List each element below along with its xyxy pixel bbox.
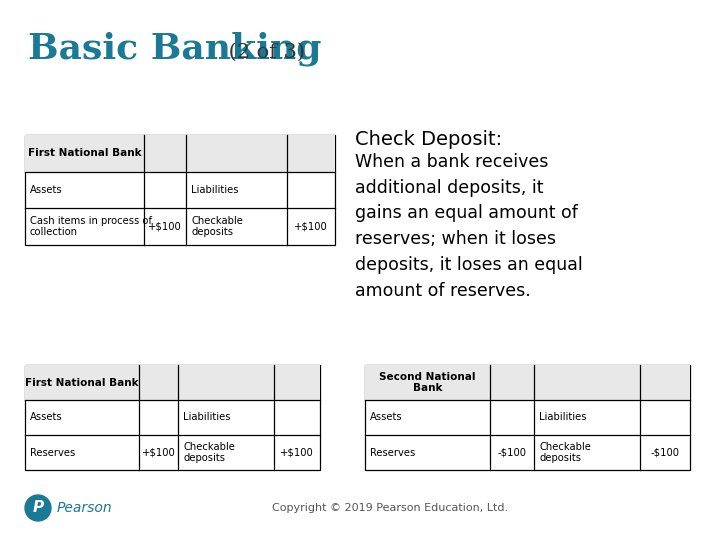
Bar xyxy=(25,365,320,470)
Text: +$100: +$100 xyxy=(148,221,182,232)
Text: Copyright © 2019 Pearson Education, Ltd.: Copyright © 2019 Pearson Education, Ltd. xyxy=(272,503,508,513)
Text: Reserves: Reserves xyxy=(30,448,76,457)
Text: Cash items in process of
collection: Cash items in process of collection xyxy=(30,216,152,238)
Text: Checkable
deposits: Checkable deposits xyxy=(539,442,591,463)
Bar xyxy=(365,365,690,470)
Text: When a bank receives
additional deposits, it
gains an equal amount of
reserves; : When a bank receives additional deposits… xyxy=(355,153,582,300)
Text: Checkable
deposits: Checkable deposits xyxy=(184,442,235,463)
Bar xyxy=(25,135,335,245)
Text: First National Bank: First National Bank xyxy=(25,377,138,388)
Text: Reserves: Reserves xyxy=(370,448,415,457)
Text: Assets: Assets xyxy=(30,185,63,195)
Text: Liabilities: Liabilities xyxy=(192,185,239,195)
Text: +$100: +$100 xyxy=(280,448,314,457)
Text: +$100: +$100 xyxy=(294,221,328,232)
Text: Pearson: Pearson xyxy=(57,501,112,515)
Text: P: P xyxy=(32,501,44,516)
Text: Assets: Assets xyxy=(370,413,402,422)
Text: Basic Banking: Basic Banking xyxy=(28,31,322,65)
Text: Liabilities: Liabilities xyxy=(184,413,231,422)
Text: Second National
Bank: Second National Bank xyxy=(379,372,476,393)
Text: -$100: -$100 xyxy=(498,448,526,457)
Bar xyxy=(25,135,335,172)
Bar xyxy=(25,365,320,400)
Text: -$100: -$100 xyxy=(650,448,679,457)
Text: +$100: +$100 xyxy=(142,448,176,457)
Circle shape xyxy=(25,495,51,521)
Text: First National Bank: First National Bank xyxy=(28,148,142,158)
Text: Assets: Assets xyxy=(30,413,63,422)
Text: Check Deposit:: Check Deposit: xyxy=(355,130,502,149)
Text: Liabilities: Liabilities xyxy=(539,413,587,422)
Bar xyxy=(365,365,690,400)
Text: (2 of 3): (2 of 3) xyxy=(222,43,305,62)
Text: Checkable
deposits: Checkable deposits xyxy=(192,216,243,238)
